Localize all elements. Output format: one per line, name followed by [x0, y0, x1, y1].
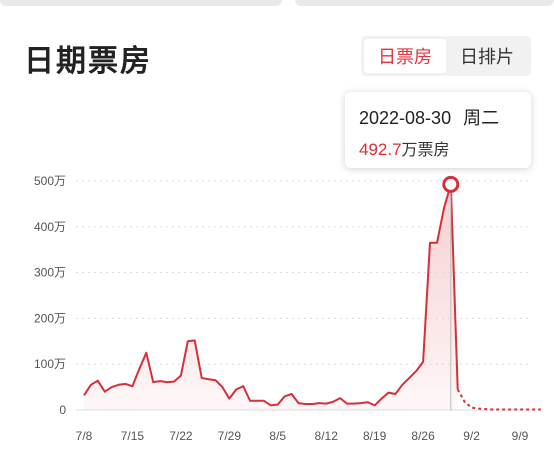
page-title: 日期票房 [24, 45, 152, 78]
x-axis-ticks: 7/8 7/15 7/22 7/29 8/5 8/12 8/19 8/26 9/2 9/9 [76, 429, 529, 443]
x-tick-label: 7/29 [218, 429, 242, 443]
highlight-point [442, 175, 460, 193]
y-tick-label: 0 [59, 403, 66, 417]
x-tick-label: 8/19 [363, 429, 387, 443]
series-area-fill [84, 184, 458, 410]
tooltip-unit: 万票房 [401, 142, 450, 159]
y-tick-label: 400万 [34, 220, 66, 234]
tooltip-date: 2022-08-30 [359, 108, 452, 128]
x-tick-label: 9/9 [512, 429, 529, 443]
x-tick-label: 7/8 [76, 429, 93, 443]
series-line [83, 183, 459, 407]
area-layer [83, 183, 541, 411]
x-tick-label: 8/26 [411, 429, 435, 443]
y-tick-label: 500万 [34, 174, 66, 188]
x-tick-label: 7/15 [121, 429, 145, 443]
tooltip-weekday: 周二 [463, 108, 500, 128]
previous-card-edge-right [295, 0, 554, 6]
series-line-forecast [456, 388, 541, 411]
x-tick-label: 8/12 [315, 429, 339, 443]
x-tick-label: 9/2 [463, 429, 480, 443]
toggle-daily-box-office[interactable]: 日票房 [364, 39, 446, 73]
tooltip-value: 492.7 [359, 140, 402, 159]
y-tick-label: 300万 [34, 266, 66, 280]
data-tooltip: 2022-08-30 周二 492.7万票房 [345, 92, 531, 168]
y-axis-ticks: 0 100万 200万 300万 400万 500万 [34, 174, 66, 417]
top-strip [0, 0, 554, 8]
previous-card-edge-left [0, 0, 282, 6]
highlight-layer [442, 175, 460, 410]
x-tick-label: 8/5 [269, 429, 286, 443]
toggle-daily-screenings[interactable]: 日排片 [460, 47, 514, 67]
metric-toggle: 日票房 日排片 [361, 36, 531, 76]
x-tick-label: 7/22 [169, 429, 193, 443]
y-tick-label: 200万 [34, 311, 66, 325]
y-tick-label: 100万 [34, 357, 66, 371]
